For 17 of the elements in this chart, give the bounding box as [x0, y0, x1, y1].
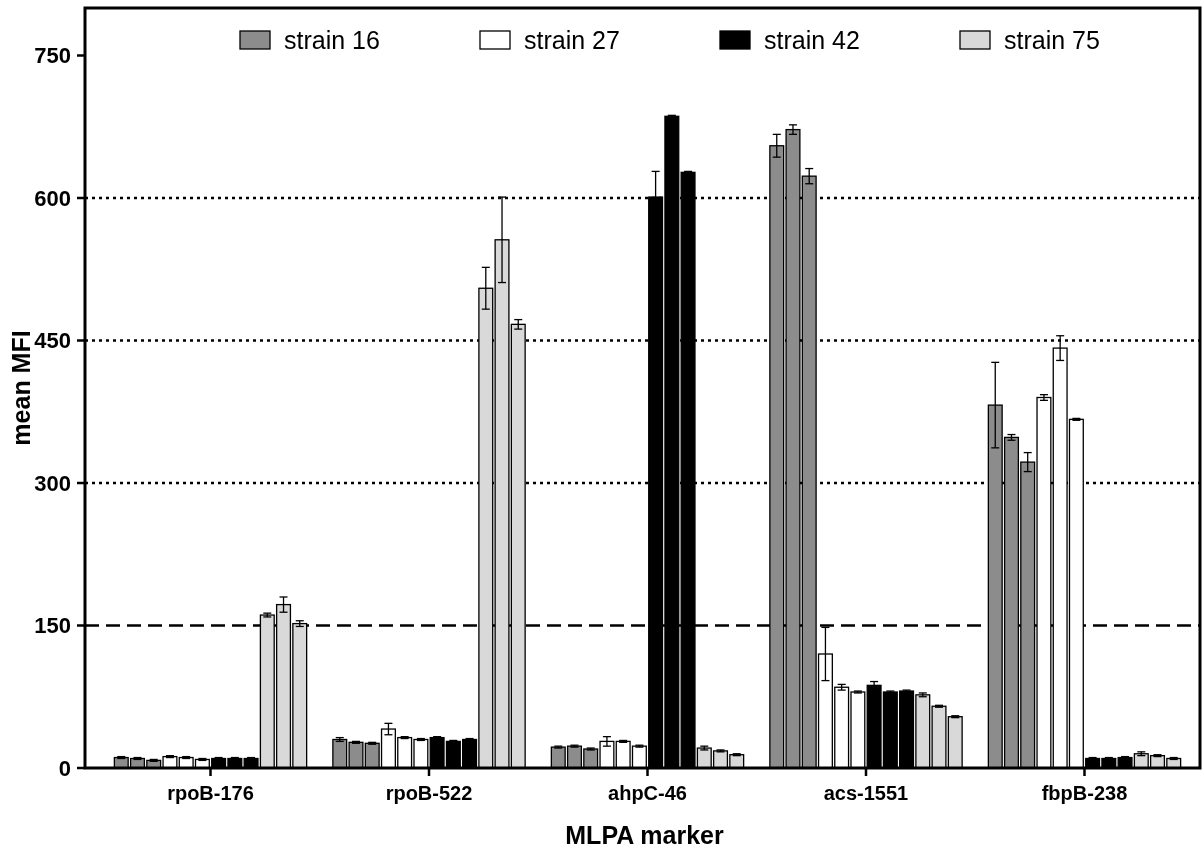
- y-tick-label: 450: [34, 328, 71, 354]
- y-tick-label: 150: [34, 613, 71, 639]
- legend-label: strain 42: [764, 25, 860, 54]
- legend-label: strain 27: [524, 25, 620, 54]
- x-tick-label: fbpB-238: [1041, 782, 1128, 804]
- x-tick-label: rpoB-176: [167, 782, 254, 804]
- y-tick-label: 0: [58, 755, 71, 781]
- y-tick-label: 300: [34, 470, 71, 496]
- x-tick-label: acs-1551: [823, 782, 909, 804]
- y-tick-label: 600: [34, 185, 71, 211]
- x-tick-label: rpoB-522: [385, 782, 473, 804]
- y-axis-title: mean MFI: [7, 330, 35, 446]
- legend-label: strain 75: [1004, 25, 1100, 54]
- legend-label: strain 16: [284, 25, 380, 54]
- x-tick-label: ahpC-46: [608, 782, 687, 804]
- y-tick-label: 750: [34, 43, 71, 69]
- x-axis-title: MLPA marker: [565, 821, 724, 849]
